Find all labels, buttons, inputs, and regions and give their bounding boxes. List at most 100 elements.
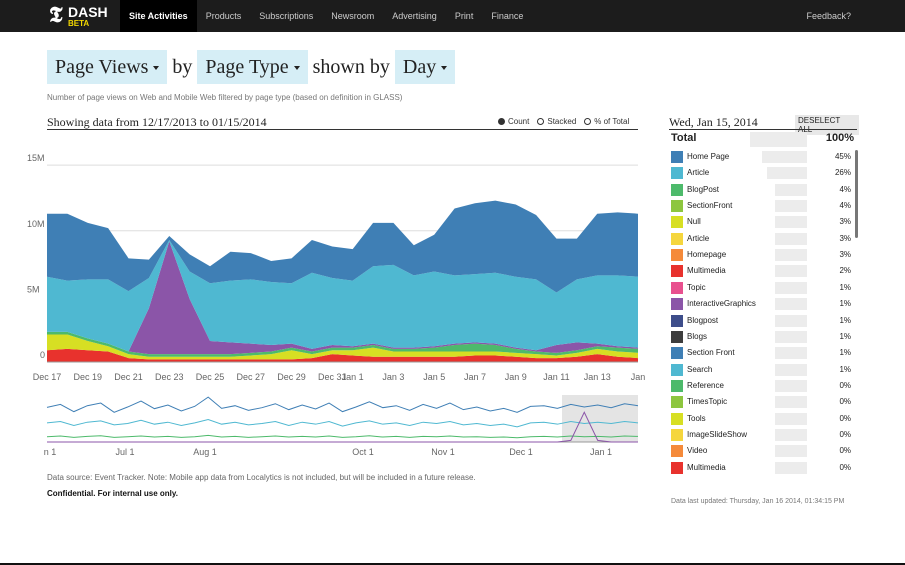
item-name: Blogs: [687, 331, 708, 341]
by-text: by: [172, 55, 193, 78]
bar-track: [775, 183, 807, 196]
mode-radio[interactable]: Stacked: [537, 117, 576, 126]
item-pct: 0%: [839, 397, 851, 407]
bar-track: [775, 265, 807, 278]
beta-badge: BETA: [68, 19, 90, 28]
nav-line: [46, 419, 639, 428]
item-name: InteractiveGraphics: [687, 299, 756, 309]
item-name: TimesTopic: [687, 397, 728, 407]
swatch: [671, 428, 683, 441]
item-row[interactable]: Null 3%: [669, 215, 856, 229]
item-name: Blogpost: [687, 315, 719, 325]
swatch: [671, 232, 683, 245]
x-tick-label: Dec 29: [277, 372, 306, 382]
item-pct: 1%: [839, 348, 851, 358]
item-name: ImageSlideShow: [687, 429, 748, 439]
rule: [669, 129, 857, 130]
nav-item[interactable]: Products: [205, 11, 242, 21]
item-row[interactable]: BlogPost 4%: [669, 183, 856, 197]
interval-dropdown[interactable]: Day: [394, 50, 456, 84]
item-name: Topic: [687, 282, 706, 292]
item-pct: 4%: [839, 201, 851, 211]
nav-item[interactable]: Finance: [491, 11, 524, 21]
item-row[interactable]: Article 26%: [669, 166, 856, 180]
bar-track: [775, 232, 807, 245]
item-row[interactable]: Blogs 1%: [669, 330, 856, 344]
item-name: Home Page: [687, 152, 730, 161]
item-pct: 3%: [839, 217, 851, 227]
logo-mark: 𝕿: [49, 2, 63, 27]
item-pct: 0%: [839, 462, 851, 472]
bar-track: [775, 461, 807, 474]
item-row[interactable]: TimesTopic 0%: [669, 395, 856, 409]
nav-item[interactable]: Print: [454, 11, 474, 21]
bar-track: [775, 445, 807, 458]
item-pct: 3%: [839, 233, 851, 243]
range-selector: [562, 395, 638, 442]
logo[interactable]: DASH: [68, 4, 108, 20]
item-name: Tools: [687, 413, 706, 423]
bar-track: [762, 151, 807, 163]
bar-track: [775, 347, 807, 360]
item-row[interactable]: Topic 1%: [669, 281, 856, 295]
item-row[interactable]: ImageSlideShow 0%: [669, 428, 856, 442]
description: Number of page views on Web and Mobile W…: [47, 93, 403, 102]
feedback-link[interactable]: Feedback?: [806, 11, 851, 21]
item-pct: 26%: [834, 168, 851, 178]
nav-item[interactable]: Advertising: [392, 11, 437, 21]
mode-radio[interactable]: Count: [498, 117, 529, 126]
nav-item[interactable]: Newsroom: [331, 11, 375, 21]
item-row[interactable]: Multimedia 0%: [669, 461, 856, 475]
item-pct: 3%: [839, 250, 851, 260]
item-row[interactable]: Blogpost 1%: [669, 314, 856, 328]
item-row[interactable]: Home Page 45%: [669, 150, 856, 164]
bar-track: [775, 298, 807, 311]
x-tick-label: Jan 13: [584, 372, 611, 382]
nav-item[interactable]: Site Activities: [120, 0, 197, 32]
swatch: [671, 363, 683, 376]
item-row[interactable]: Search 1%: [669, 363, 856, 377]
x-tick-label: Dec 27: [237, 372, 266, 382]
area: [47, 334, 638, 360]
swatch: [671, 298, 683, 311]
nav-line: [47, 411, 638, 443]
x-tick-label: Jan 9: [505, 372, 527, 382]
item-row[interactable]: Tools 0%: [669, 412, 856, 426]
item-pct: 4%: [839, 184, 851, 194]
item-row[interactable]: Multimedia 2%: [669, 264, 856, 278]
bar-track: [775, 249, 807, 262]
total-label: Total: [671, 132, 697, 144]
area: [47, 239, 638, 352]
area: [47, 348, 638, 362]
item-name: Multimedia: [687, 462, 726, 472]
y-tick-label: 10M: [27, 219, 45, 229]
source-note: Data source: Event Tracker. Note: Mobile…: [47, 473, 476, 482]
item-row[interactable]: Homepage 3%: [669, 248, 856, 262]
y-tick-label: 0: [40, 350, 45, 360]
swatch: [671, 330, 683, 343]
shown-by-text: shown by: [312, 55, 390, 78]
item-row[interactable]: Section Front 1%: [669, 346, 856, 360]
dimension-dropdown[interactable]: Page Type: [197, 50, 308, 84]
x-tick-label: Dec 17: [33, 372, 62, 382]
item-name: Homepage: [687, 250, 727, 260]
x-tick-label: Jan: [631, 372, 646, 382]
swatch: [671, 167, 683, 180]
nav-item[interactable]: Subscriptions: [259, 11, 314, 21]
swatch: [671, 461, 683, 474]
mode-radio[interactable]: % of Total: [584, 117, 629, 126]
area: [47, 331, 638, 357]
nav-tick-label: n 1: [44, 447, 57, 457]
nav-tick-label: Oct 1: [352, 447, 374, 457]
confidential-note: Confidential. For internal use only.: [47, 489, 178, 498]
bar-track: [775, 396, 807, 409]
item-row[interactable]: Video 0%: [669, 444, 856, 458]
item-row[interactable]: InteractiveGraphics 1%: [669, 297, 856, 311]
item-row[interactable]: Article 3%: [669, 232, 856, 246]
item-row[interactable]: SectionFront 4%: [669, 199, 856, 213]
item-pct: 45%: [834, 152, 851, 161]
item-row[interactable]: Reference 0%: [669, 379, 856, 393]
metric-dropdown[interactable]: Page Views: [47, 50, 168, 84]
bar-track: [775, 200, 807, 213]
